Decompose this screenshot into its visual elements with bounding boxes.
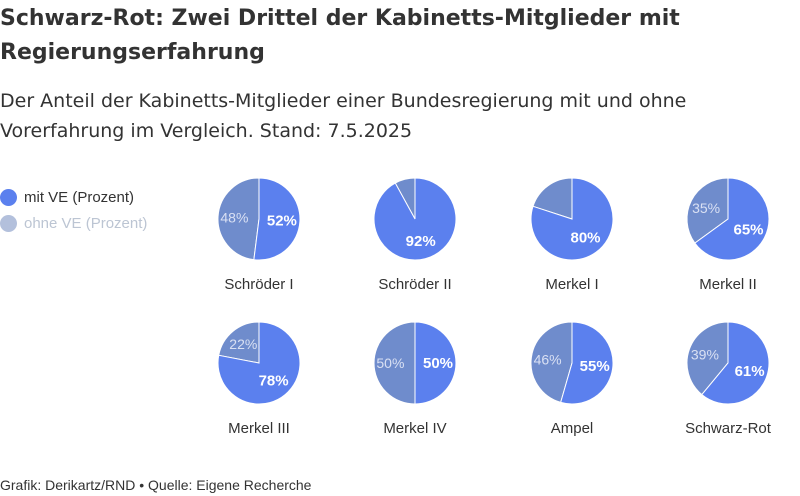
pie-schroeder-ii: 92% Schröder II xyxy=(373,177,457,293)
legend-label-ohne-ve: ohne VE (Prozent) xyxy=(24,214,148,232)
slice-mit-ve-schroeder-i xyxy=(253,177,301,261)
slice-ohne-ve-merkel-ii xyxy=(686,177,729,244)
pie-merkel-i: 80% Merkel I xyxy=(530,177,614,293)
pie-schwarz-rot: 61% 39% Schwarz-Rot xyxy=(685,321,772,437)
data-label-ohne-ve-schroeder-i: 48% xyxy=(220,210,248,226)
slice-mit-ve-merkel-iv xyxy=(414,321,457,405)
pie-name-merkel-i: Merkel I xyxy=(545,276,598,293)
slice-ohne-ve-schroeder-i xyxy=(217,177,260,261)
slice-mit-ve-ampel xyxy=(560,321,614,405)
source-footer: Grafik: Derikartz/RND • Quelle: Eigene R… xyxy=(0,477,312,493)
data-label-ohne-ve-merkel-iii: 22% xyxy=(229,336,257,352)
pie-merkel-iii: 78% 22% Merkel III xyxy=(217,321,301,437)
data-label-ohne-ve-merkel-ii: 35% xyxy=(692,200,720,216)
slice-ohne-ve-merkel-i xyxy=(532,177,573,220)
chart-subtitle: Der Anteil der Kabinetts-Mitglieder eine… xyxy=(0,90,687,142)
data-label-ohne-ve-ampel: 46% xyxy=(534,352,562,368)
slice-ohne-ve-schwarz-rot xyxy=(686,321,729,396)
slice-ohne-ve-ampel xyxy=(530,321,573,404)
pie-ampel: 55% 46% Ampel xyxy=(530,321,614,437)
data-label-ohne-ve-merkel-iv: 50% xyxy=(376,355,404,371)
pie-name-ampel: Ampel xyxy=(551,420,594,437)
pie-name-merkel-iii: Merkel III xyxy=(228,420,290,437)
legend-label-mit-ve: mit VE (Prozent) xyxy=(24,188,135,206)
pie-name-merkel-iv: Merkel IV xyxy=(383,420,446,437)
slice-ohne-ve-merkel-iii xyxy=(218,321,260,364)
data-label-mit-ve-schroeder-i: 52% xyxy=(267,212,297,229)
data-label-ohne-ve-schwarz-rot: 39% xyxy=(691,347,719,363)
legend: mit VE (Prozent) ohne VE (Prozent) xyxy=(0,184,147,236)
data-label-mit-ve-merkel-ii: 65% xyxy=(733,221,763,238)
pie-name-schroeder-ii: Schröder II xyxy=(378,276,451,293)
slice-mit-ve-merkel-iii xyxy=(217,321,301,405)
legend-swatch-mit-ve xyxy=(0,188,17,206)
slice-ohne-ve-merkel-iv xyxy=(373,321,416,405)
data-label-mit-ve-ampel: 55% xyxy=(580,358,610,375)
legend-item-mit-ve: mit VE (Prozent) xyxy=(0,184,147,210)
slice-mit-ve-merkel-i xyxy=(530,177,614,261)
data-label-mit-ve-schroeder-ii: 92% xyxy=(406,233,436,250)
pie-name-schroeder-i: Schröder I xyxy=(224,276,293,293)
pie-schroeder-i: 52% 48% Schröder I xyxy=(217,177,301,293)
slice-mit-ve-merkel-ii xyxy=(694,177,770,261)
pie-merkel-ii: 65% 35% Merkel II xyxy=(686,177,770,293)
data-label-mit-ve-merkel-i: 80% xyxy=(570,230,600,247)
legend-swatch-ohne-ve xyxy=(0,214,17,232)
slice-mit-ve-schwarz-rot xyxy=(701,321,770,405)
data-label-mit-ve-merkel-iii: 78% xyxy=(259,373,289,390)
pie-name-schwarz-rot: Schwarz-Rot xyxy=(685,420,772,437)
legend-item-ohne-ve: ohne VE (Prozent) xyxy=(0,210,147,236)
data-label-mit-ve-schwarz-rot: 61% xyxy=(735,363,765,380)
pie-name-merkel-ii: Merkel II xyxy=(699,276,757,293)
chart-title: Schwarz-Rot: Zwei Drittel der Kabinetts-… xyxy=(0,6,680,65)
pie-merkel-iv: 50% 50% Merkel IV xyxy=(373,321,457,437)
slice-mit-ve-schroeder-ii xyxy=(373,177,457,261)
data-label-mit-ve-merkel-iv: 50% xyxy=(423,355,453,372)
